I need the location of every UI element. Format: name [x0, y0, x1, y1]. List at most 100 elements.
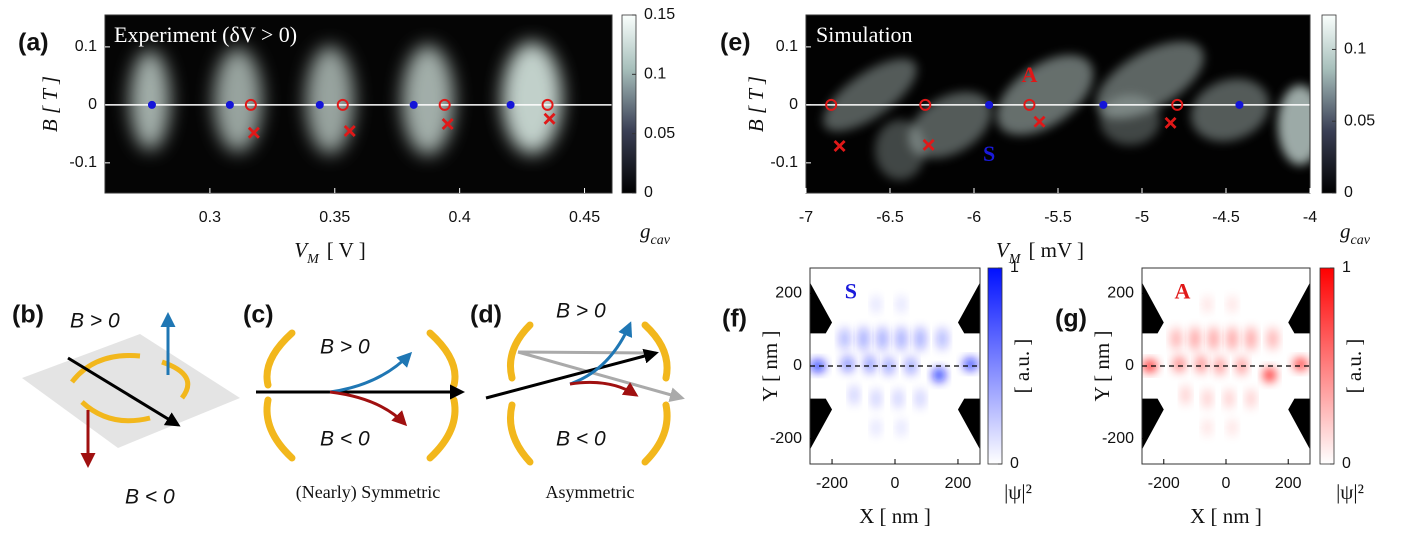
caption: Asymmetric: [546, 482, 635, 502]
point: [336, 98, 349, 111]
heatmap-blob: [896, 326, 907, 351]
panel-label: (f): [722, 305, 747, 333]
electrode: [1142, 398, 1164, 450]
point: [825, 98, 838, 111]
label: B < 0: [125, 486, 175, 509]
x-tick-label: -5.5: [1044, 209, 1072, 226]
panel-label: (g): [1055, 305, 1087, 333]
point: [833, 140, 846, 153]
heatmap-blob: [1214, 357, 1225, 375]
heatmap-blob: [1191, 78, 1269, 142]
point: [244, 98, 257, 111]
y-axis-label: B [ T ]: [744, 76, 768, 132]
label: B > 0: [320, 336, 370, 359]
x-tick-label: -200: [816, 475, 848, 492]
heatmap-blob: [963, 358, 978, 371]
caption: (Nearly) Symmetric: [296, 482, 440, 503]
point: [343, 124, 356, 137]
y-tick-label: -0.1: [770, 154, 798, 171]
heatmap-blob: [502, 42, 562, 154]
y-tick-label: 0: [793, 357, 802, 374]
heatmap-blob: [214, 48, 262, 152]
arrow: [329, 351, 413, 394]
label-unit: [ mV ]: [1028, 238, 1084, 262]
colorbar-tick-label: 0: [644, 184, 653, 201]
heatmap-blob: [916, 388, 925, 409]
point: [438, 98, 451, 111]
point: [922, 138, 935, 151]
axis-label: VM [ mV ]: [996, 238, 1084, 267]
heatmap-blob: [897, 418, 906, 437]
heatmap-blob: [1225, 388, 1234, 409]
heatmap-blob: [1245, 326, 1256, 351]
axis-label: gcav: [640, 219, 671, 248]
x-tick-label: 0: [1222, 475, 1231, 492]
y-tick-label: -200: [770, 430, 802, 447]
electrode: [810, 282, 833, 334]
x-tick-label: 0.3: [199, 209, 221, 226]
arrow: [569, 321, 633, 386]
heatmap-blob: [839, 327, 850, 350]
point: [1033, 115, 1046, 128]
mirror: [70, 353, 141, 384]
heatmap-blob: [872, 418, 881, 437]
heatmap-blob: [1227, 326, 1238, 351]
label: B < 0: [556, 428, 606, 451]
diagram-b: B > 0 B < 0: [22, 310, 240, 509]
heatmap-blob: [875, 120, 925, 180]
heatmap-blob: [1189, 326, 1200, 351]
chart-title: Experiment (δV > 0): [114, 22, 297, 47]
label-subscript: cav: [651, 233, 671, 248]
electrode: [957, 282, 980, 334]
x-tick-label: 200: [945, 475, 972, 492]
colorbar-tick-label: 1: [1010, 259, 1019, 276]
y-tick-label: 200: [1107, 285, 1134, 302]
panel-label: (c): [243, 301, 274, 329]
label-subscript: M: [1008, 252, 1022, 267]
y-tick-label: 200: [775, 285, 802, 302]
point: [1099, 100, 1108, 109]
x-tick-label: -200: [1148, 475, 1180, 492]
heatmap-blob: [872, 295, 881, 314]
mirror: [426, 396, 459, 462]
label: B < 0: [320, 428, 370, 451]
point: [506, 100, 515, 109]
colorbar-title: |ψ|²: [1336, 480, 1364, 504]
y-axis-label: Y [ nm ]: [758, 331, 782, 402]
colorbar: [987, 267, 1003, 465]
point: [409, 100, 418, 109]
heatmap-blob: [841, 356, 854, 373]
heatmap-blob: [858, 326, 869, 351]
colorbar-tick-label: 0: [1342, 455, 1351, 472]
colorbar-label: [ a.u. ]: [1342, 339, 1366, 394]
heatmap-blob: [1228, 418, 1237, 437]
mirror: [263, 396, 296, 462]
x-tick-label: 0.45: [569, 209, 600, 226]
heatmap-blob: [1203, 418, 1212, 437]
heatmap-blob: [130, 50, 170, 150]
colorbar-tick-label: 0.1: [644, 66, 666, 83]
point: [919, 98, 932, 111]
label: B > 0: [70, 310, 120, 333]
heatmap-blob: [872, 388, 881, 409]
heatmap-blob: [915, 326, 926, 351]
x-tick-label: -4.5: [1212, 209, 1240, 226]
colorbar: [1319, 267, 1335, 465]
heatmap-blob: [894, 388, 903, 409]
point: [315, 100, 324, 109]
heatmap-blob: [897, 295, 906, 314]
colorbar-tick-label: 0.05: [644, 125, 675, 142]
label-symbol: g: [640, 219, 651, 243]
heatmap-blob: [883, 356, 894, 376]
panel-label: (a): [18, 29, 49, 57]
arrow: [517, 350, 656, 355]
x-tick-label: 200: [1275, 475, 1302, 492]
annotation: A: [1174, 278, 1190, 303]
y-tick-label: 0.1: [75, 38, 97, 55]
x-tick-label: 0: [891, 475, 900, 492]
arrow: [485, 348, 659, 400]
electrode: [1288, 398, 1310, 450]
colorbar-tick-label: 0.05: [1344, 112, 1375, 129]
plot-frame: [104, 14, 613, 194]
heatmap-blob: [306, 46, 354, 154]
